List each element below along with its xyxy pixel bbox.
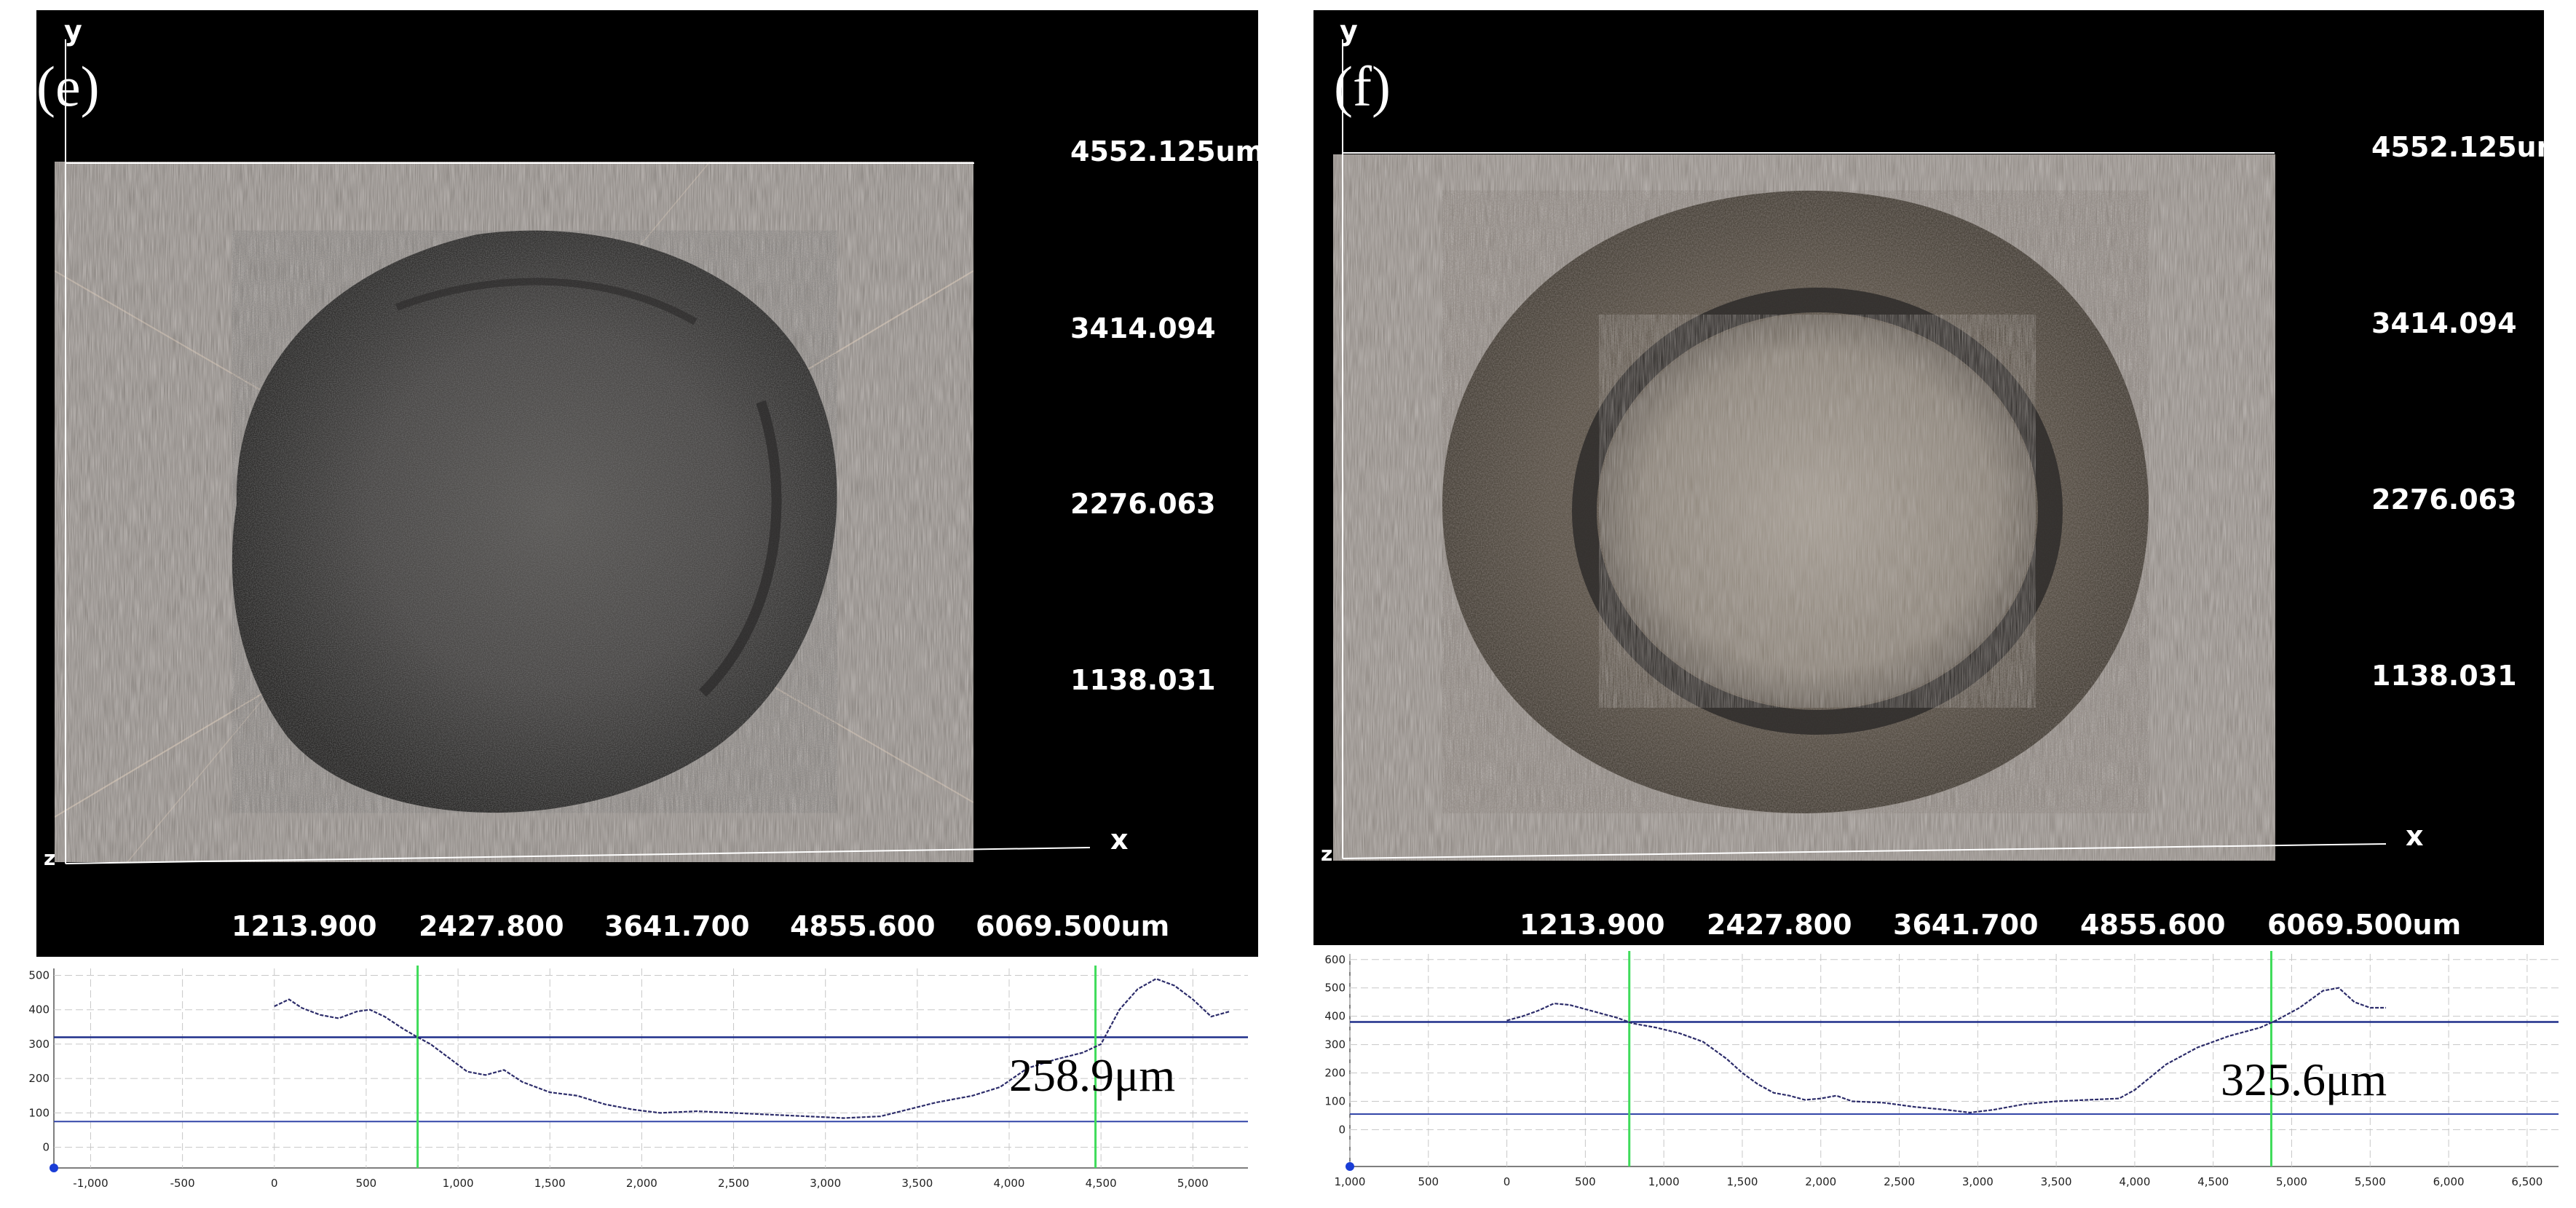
y-tick-label: 0 xyxy=(1338,1123,1346,1136)
x-tick-label: 5,000 xyxy=(2276,1175,2307,1188)
x-scale-label: 2427.800 xyxy=(419,910,564,942)
x-scale-label: 3641.700 xyxy=(1893,909,2039,941)
x-tick-label: 2,500 xyxy=(1884,1175,1915,1188)
frame-lines xyxy=(1342,39,2387,859)
micrograph-e xyxy=(55,162,973,862)
x-scale-label: 3641.700 xyxy=(604,910,750,942)
x-scale-label: 4855.600 xyxy=(790,910,936,942)
x-tick-label: 1,000 xyxy=(443,1177,474,1190)
y-tick-label: 100 xyxy=(1324,1094,1346,1108)
x-axis-letter: x xyxy=(1110,824,1129,856)
x-tick-label: 0 xyxy=(271,1177,278,1190)
y-scale-label: 1138.031 xyxy=(2371,660,2517,692)
x-tick-label: -500 xyxy=(170,1177,195,1190)
y-scale-label: 2276.063 xyxy=(1070,488,1216,520)
x-tick-label: 1,500 xyxy=(534,1177,566,1190)
x-tick-label: 4,500 xyxy=(2197,1175,2229,1188)
y-tick-label: 200 xyxy=(1324,1067,1346,1080)
x-tick-label: 500 xyxy=(1418,1175,1439,1188)
x-scale-label: 2427.800 xyxy=(1707,909,1852,941)
z-axis-letter: z xyxy=(1321,842,1333,866)
microscope-view-e: y (e) xyxy=(36,10,1264,957)
z-axis-letter: z xyxy=(44,846,56,870)
depth-annotation: 258.9μm xyxy=(1009,1049,1176,1101)
x-scale-label: 1213.900 xyxy=(232,910,377,942)
x-tick-label: 6,000 xyxy=(2433,1175,2465,1188)
depth-profile-f: 600 500 400 300 200 100 0 1,000 500 0 500 1,000 1,50… xyxy=(1306,945,2566,1200)
y-scale-label: 1138.031 xyxy=(1070,664,1216,696)
x-tick-label: 4,000 xyxy=(2119,1175,2150,1188)
x-scale-label: 6069.500um xyxy=(2267,909,2462,941)
x-scale-label: 6069.500um xyxy=(976,910,1170,942)
x-tick-label: 1,500 xyxy=(1726,1175,1758,1188)
profile-chart: 500 400 300 200 100 0 -1,000 -500 0 500 1,000 1,500… xyxy=(28,966,1248,1190)
microscope-view-f: y (f) xyxy=(1313,10,2565,950)
x-tick-label: -1,000 xyxy=(73,1177,108,1190)
x-tick-label: 1,000 xyxy=(1335,1175,1366,1188)
x-tick-label: 4,000 xyxy=(994,1177,1025,1190)
depth-profile-e: 500 400 300 200 100 0 -1,000 -500 0 500 1,000 1,500… xyxy=(10,960,1257,1199)
y-scale-label: 2276.063 xyxy=(2371,483,2517,516)
y-scale-label: 3414.094 xyxy=(2371,307,2517,339)
x-tick-label: 500 xyxy=(1575,1175,1596,1188)
x-tick-label: 500 xyxy=(356,1177,377,1190)
micrograph-image xyxy=(1333,154,2275,861)
origin-dot xyxy=(1346,1162,1354,1171)
micrograph-image xyxy=(55,162,973,862)
y-tick-label: 100 xyxy=(28,1106,50,1119)
y-tick-label: 500 xyxy=(1324,982,1346,995)
x-scale-label: 4855.600 xyxy=(2080,909,2226,941)
origin-dot xyxy=(50,1164,58,1172)
y-tick-label: 400 xyxy=(1324,1010,1346,1023)
y-tick-label: 300 xyxy=(1324,1038,1346,1051)
frame-lines xyxy=(65,39,1091,864)
y-tick-label: 500 xyxy=(28,968,50,982)
y-tick-label: 0 xyxy=(42,1141,50,1154)
x-axis-letter: x xyxy=(2406,820,2424,852)
x-tick-label: 1,000 xyxy=(1648,1175,1680,1188)
x-tick-label: 2,000 xyxy=(626,1177,657,1190)
x-tick-label: 2,000 xyxy=(1805,1175,1836,1188)
y-tick-label: 400 xyxy=(28,1003,50,1016)
x-tick-label: 3,000 xyxy=(1962,1175,1994,1188)
x-tick-label: 5,500 xyxy=(2355,1175,2386,1188)
y-tick-label: 300 xyxy=(28,1038,50,1051)
profile-chart: 600 500 400 300 200 100 0 1,000 500 0 500 1,000 1,50… xyxy=(1324,951,2559,1188)
y-scale-label: 4552.125um xyxy=(2371,131,2566,163)
panel-label: (e) xyxy=(36,55,100,118)
x-tick-label: 3,500 xyxy=(2041,1175,2072,1188)
panel-f: y (f) xyxy=(1296,0,2576,1208)
y-axis-letter: y xyxy=(64,15,82,47)
depth-annotation: 325.6μm xyxy=(2221,1054,2387,1105)
y-scale-label: 4552.125um xyxy=(1070,135,1265,167)
y-scale-label: 3414.094 xyxy=(1070,312,1216,344)
y-tick-label: 200 xyxy=(28,1072,50,1085)
x-tick-label: 6,500 xyxy=(2511,1175,2543,1188)
x-tick-label: 0 xyxy=(1504,1175,1511,1188)
x-tick-label: 4,500 xyxy=(1086,1177,1117,1190)
x-tick-label: 5,000 xyxy=(1177,1177,1209,1190)
x-scale-label: 1213.900 xyxy=(1520,909,1665,941)
profile-curve xyxy=(1506,987,2386,1114)
x-tick-label: 3,000 xyxy=(810,1177,841,1190)
x-tick-label: 3,500 xyxy=(901,1177,933,1190)
y-tick-label: 600 xyxy=(1324,953,1346,966)
panel-e: y (e) xyxy=(0,0,1281,1208)
micrograph-f xyxy=(1333,154,2275,861)
x-tick-label: 2,500 xyxy=(718,1177,749,1190)
